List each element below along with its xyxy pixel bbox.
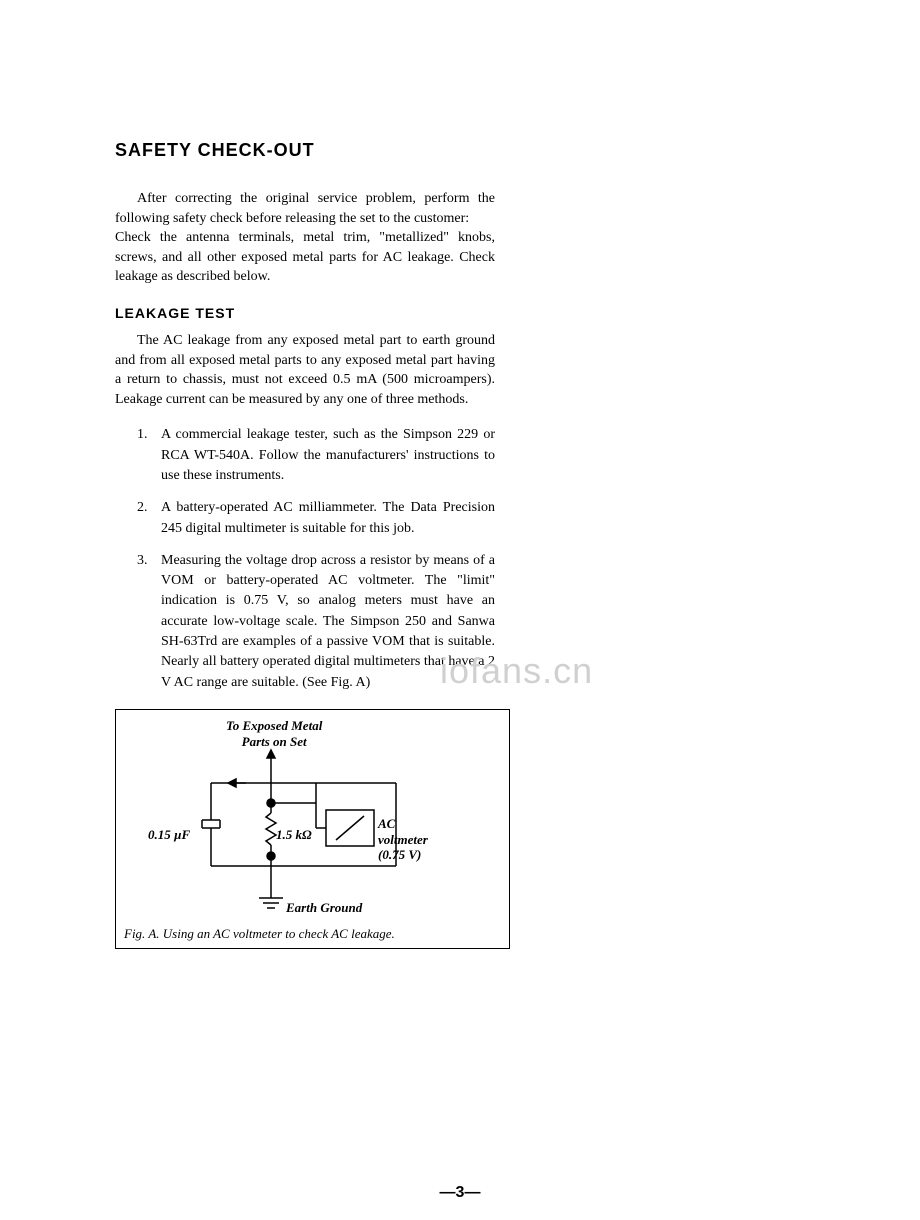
circuit-schematic-icon <box>116 748 511 923</box>
list-number: 3. <box>137 551 161 693</box>
figure-caption: Fig. A. Using an AC voltmeter to check A… <box>124 926 395 942</box>
list-text: A battery-operated AC milliammeter. The … <box>161 498 495 539</box>
content-column: After correcting the original service pr… <box>115 189 495 949</box>
methods-list: 1. A commercial leakage tester, such as … <box>115 425 495 693</box>
list-item: 1. A commercial leakage tester, such as … <box>137 425 495 486</box>
page-number: —3— <box>440 1184 481 1202</box>
leakage-test-heading: LEAKAGE TEST <box>115 305 495 321</box>
leakage-paragraph: The AC leakage from any exposed metal pa… <box>115 331 495 409</box>
intro-paragraph: After correcting the original service pr… <box>115 189 495 287</box>
list-number: 2. <box>137 498 161 539</box>
intro-line-1: After correcting the original service pr… <box>115 189 495 228</box>
page-title: SAFETY CHECK-OUT <box>115 140 800 161</box>
list-item: 3. Measuring the voltage drop across a r… <box>137 551 495 693</box>
figure-top-label-line1: To Exposed Metal <box>226 718 322 733</box>
intro-line-2: Check the antenna terminals, metal trim,… <box>115 230 495 284</box>
list-text: A commercial leakage tester, such as the… <box>161 425 495 486</box>
figure-top-label: To Exposed Metal Parts on Set <box>226 718 322 749</box>
figure-a-diagram: To Exposed Metal Parts on Set 0.15 µF 1.… <box>115 709 510 949</box>
list-item: 2. A battery-operated AC milliammeter. T… <box>137 498 495 539</box>
list-text: Measuring the voltage drop across a resi… <box>161 551 495 693</box>
figure-top-label-line2: Parts on Set <box>242 734 307 749</box>
list-number: 1. <box>137 425 161 486</box>
